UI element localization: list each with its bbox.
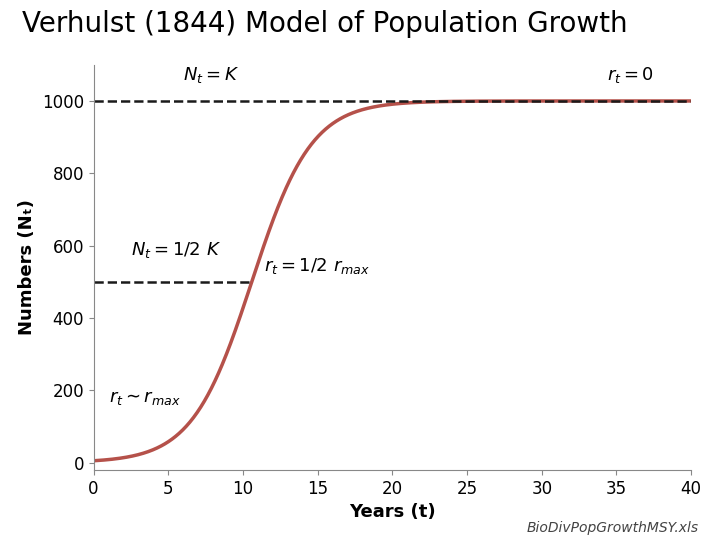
Text: $N_t = 1/2\ K$: $N_t = 1/2\ K$ — [131, 240, 221, 260]
Y-axis label: Numbers (Nₜ): Numbers (Nₜ) — [18, 199, 36, 335]
Text: $r_t \sim r_{max}$: $r_t \sim r_{max}$ — [109, 388, 181, 407]
Text: $r_t = 0$: $r_t = 0$ — [607, 65, 654, 85]
Text: $N_t = K$: $N_t = K$ — [183, 65, 239, 85]
Text: BioDivPopGrowthMSY.xls: BioDivPopGrowthMSY.xls — [526, 521, 698, 535]
Text: $r_t = 1/2\ r_{max}$: $r_t = 1/2\ r_{max}$ — [264, 256, 370, 276]
X-axis label: Years (t): Years (t) — [349, 503, 436, 521]
Text: Verhulst (1844) Model of Population Growth: Verhulst (1844) Model of Population Grow… — [22, 10, 627, 38]
